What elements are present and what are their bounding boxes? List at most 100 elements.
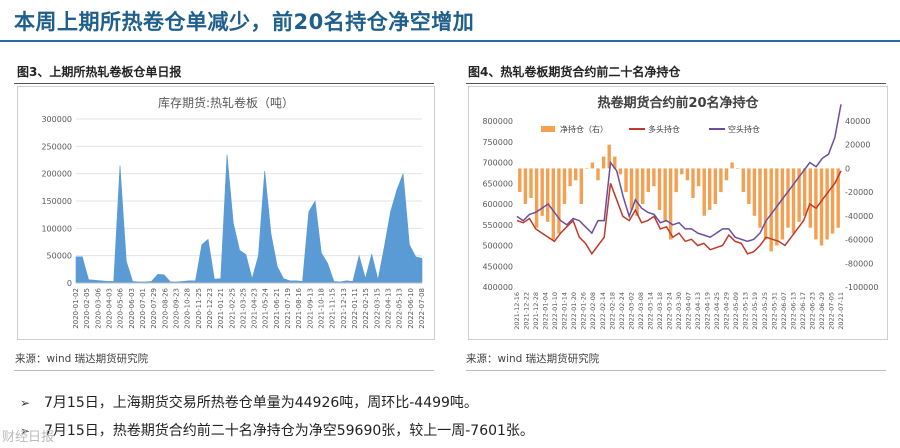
x-tick-label: 2022-06-07: [780, 292, 788, 330]
net-position-bar: [747, 168, 751, 204]
net-position-bar: [713, 168, 717, 204]
legend-label: 多头持仓: [648, 124, 680, 134]
net-position-bar: [546, 168, 550, 222]
net-position-bar: [551, 168, 555, 240]
x-tick-label: 2020-12-23: [206, 288, 214, 329]
net-position-bar: [596, 168, 600, 181]
x-tick-label: 2022-06-13: [789, 292, 797, 330]
net-position-bar: [579, 168, 583, 204]
left-panel-divider: [14, 83, 434, 84]
net-position-bar: [585, 168, 589, 169]
net-position-bar: [624, 168, 628, 193]
right-y-tick-label: -80000: [845, 259, 873, 268]
legend-label: 净持仓（右）: [560, 124, 608, 134]
chart-title: 库存期货:热轧卷板（吨）: [158, 95, 294, 110]
x-tick-label: 2021-12-16: [513, 292, 521, 330]
x-tick-label: 2022-02-14: [599, 292, 607, 330]
net-position-bar: [618, 168, 623, 175]
x-tick-label: 2020-09-23: [173, 288, 181, 329]
x-tick-label: 2022-02-08: [589, 292, 597, 330]
x-tick-label: 2022-01-04: [542, 292, 550, 330]
x-tick-label: 2022-04-13: [385, 288, 393, 329]
x-tick-label: 2021-03-25: [239, 288, 247, 329]
net-position-bar: [646, 168, 650, 193]
net-position-bar: [836, 168, 840, 228]
x-tick-label: 2021-08-16: [295, 287, 303, 328]
net-position-bar: [641, 168, 645, 204]
x-tick-label: 2022-03-08: [637, 292, 645, 330]
x-tick-label: 2022-03-18: [656, 292, 664, 330]
bullet-arrow-icon: ➢: [20, 396, 31, 410]
x-tick-label: 2020-08-26: [161, 287, 169, 328]
x-tick-label: 2021-04-23: [251, 288, 259, 329]
net-position-bar: [557, 168, 561, 234]
x-tick-label: 2022-03-14: [646, 292, 654, 330]
net-position-bar: [830, 168, 835, 234]
x-tick-label: 2020-03-06: [94, 287, 102, 328]
left-source-note: 来源：wind 瑞达期货研究院: [15, 353, 149, 365]
net-position-bar: [685, 168, 690, 181]
right-y-tick-label: -60000: [845, 236, 873, 245]
bullet-text: 7月15日，热卷期货合约前二十名净持仓为净空59690张，较上一周-7601张。: [44, 423, 534, 439]
positions-chart-svg: 热卷期货合约前20名净持仓400000450000500000550000600…: [482, 95, 878, 330]
x-tick-label: 2022-06-10: [407, 288, 415, 329]
x-tick-label: 2022-03-15: [373, 288, 381, 329]
bullet-item: ➢ 7月15日，热卷期货合约前二十名净持仓为净空59690张，较上一周-7601张…: [20, 420, 534, 440]
net-position-bar: [702, 168, 706, 216]
x-tick-label: 2021-12-22: [523, 292, 531, 330]
x-tick-label: 2022-05-13: [742, 292, 750, 330]
right-y-tick-label: 0: [845, 164, 850, 173]
x-tick-label: 2022-06-23: [808, 292, 816, 330]
x-tick-label: 2022-04-29: [723, 292, 731, 330]
net-position-bar: [780, 168, 785, 240]
net-position-bar: [529, 168, 533, 198]
net-position-bar: [791, 168, 796, 234]
chart-title: 热卷期货合约前20名净持仓: [597, 95, 759, 111]
right-y-tick-label: -40000: [845, 212, 873, 221]
net-position-bar: [819, 168, 824, 246]
left-y-tick-label: 450000: [482, 262, 513, 271]
left-y-tick-label: 500000: [482, 242, 513, 251]
right-source-divider: [466, 370, 886, 371]
right-y-tick-label: 40000: [845, 117, 870, 126]
net-position-bar: [663, 168, 667, 222]
x-tick-label: 2020-07-29: [150, 288, 158, 329]
x-tick-label: 2022-07-11: [837, 292, 845, 330]
x-tick-label: 2022-02-24: [618, 292, 626, 330]
net-position-bar: [763, 168, 768, 240]
x-tick-label: 2022-05-13: [396, 288, 404, 329]
legend-label: 空头持仓: [728, 124, 760, 134]
net-position-bar: [568, 168, 572, 187]
y-tick-label: 200000: [41, 170, 72, 179]
left-y-tick-label: 750000: [482, 138, 513, 147]
title-divider: [0, 40, 900, 42]
y-tick-label: 300000: [41, 115, 72, 124]
right-panel-divider: [466, 83, 886, 84]
legend-swatch: [541, 126, 555, 132]
x-tick-label: 2022-01-20: [570, 292, 578, 330]
y-tick-label: 0: [67, 279, 72, 288]
net-position-bar: [601, 156, 606, 169]
inventory-area-series: [75, 154, 423, 284]
x-tick-label: 2022-03-30: [675, 292, 683, 330]
x-tick-label: 2021-07-19: [284, 288, 292, 329]
x-tick-label: 2022-06-17: [799, 292, 807, 330]
x-tick-label: 2022-04-13: [694, 292, 702, 330]
watermark: 财经日报: [2, 430, 55, 445]
left-y-tick-label: 700000: [482, 159, 513, 168]
x-tick-label: 2022-05-19: [751, 292, 759, 330]
net-position-bar: [786, 168, 790, 228]
right-y-tick-label: 20000: [845, 141, 870, 150]
x-tick-label: 2021-12-28: [532, 292, 540, 330]
left-y-tick-label: 600000: [482, 200, 513, 209]
left-y-tick-label: 650000: [482, 179, 513, 188]
net-position-bar: [696, 168, 701, 187]
long-position-line: [516, 170, 842, 256]
net-position-bar: [523, 168, 528, 204]
x-tick-label: 2022-03-02: [627, 292, 635, 330]
x-tick-label: 2021-01-21: [217, 288, 225, 329]
bullet-text: 7月15日，上海期货交易所热卷仓单量为44926吨，周环比-4499吨。: [44, 395, 478, 411]
net-position-bar: [797, 168, 801, 222]
x-tick-label: 2020-10-28: [184, 288, 192, 329]
x-tick-label: 2021-05-24: [262, 287, 270, 328]
